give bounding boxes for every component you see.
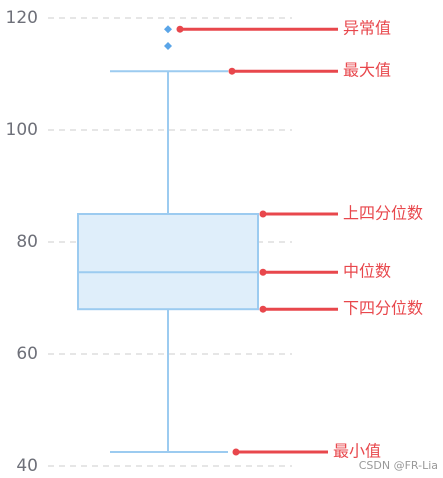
y-tick-label: 100 [6, 120, 38, 140]
annotation-label: 下四分位数 [343, 299, 423, 318]
y-tick-label: 40 [16, 456, 38, 476]
annotation-dot [259, 268, 267, 276]
annotation-label: 异常值 [343, 19, 391, 38]
y-tick-label: 120 [6, 8, 38, 28]
y-tick-label: 80 [16, 232, 38, 252]
annotation-dot [259, 210, 267, 218]
annotation-label: 最大值 [343, 61, 391, 80]
annotation-label: 最小值 [333, 442, 381, 461]
annotation-dot [228, 67, 236, 75]
annotation-dot [232, 448, 240, 456]
annotation-label: 中位数 [343, 262, 391, 281]
outlier [164, 42, 172, 50]
annotation-label: 上四分位数 [343, 204, 423, 223]
box [77, 213, 259, 311]
y-tick-label: 60 [16, 344, 38, 364]
outlier [164, 25, 172, 34]
watermark: CSDN @FR-Lia [359, 459, 438, 472]
annotation-dot [176, 25, 184, 33]
annotation-dot [259, 305, 267, 313]
